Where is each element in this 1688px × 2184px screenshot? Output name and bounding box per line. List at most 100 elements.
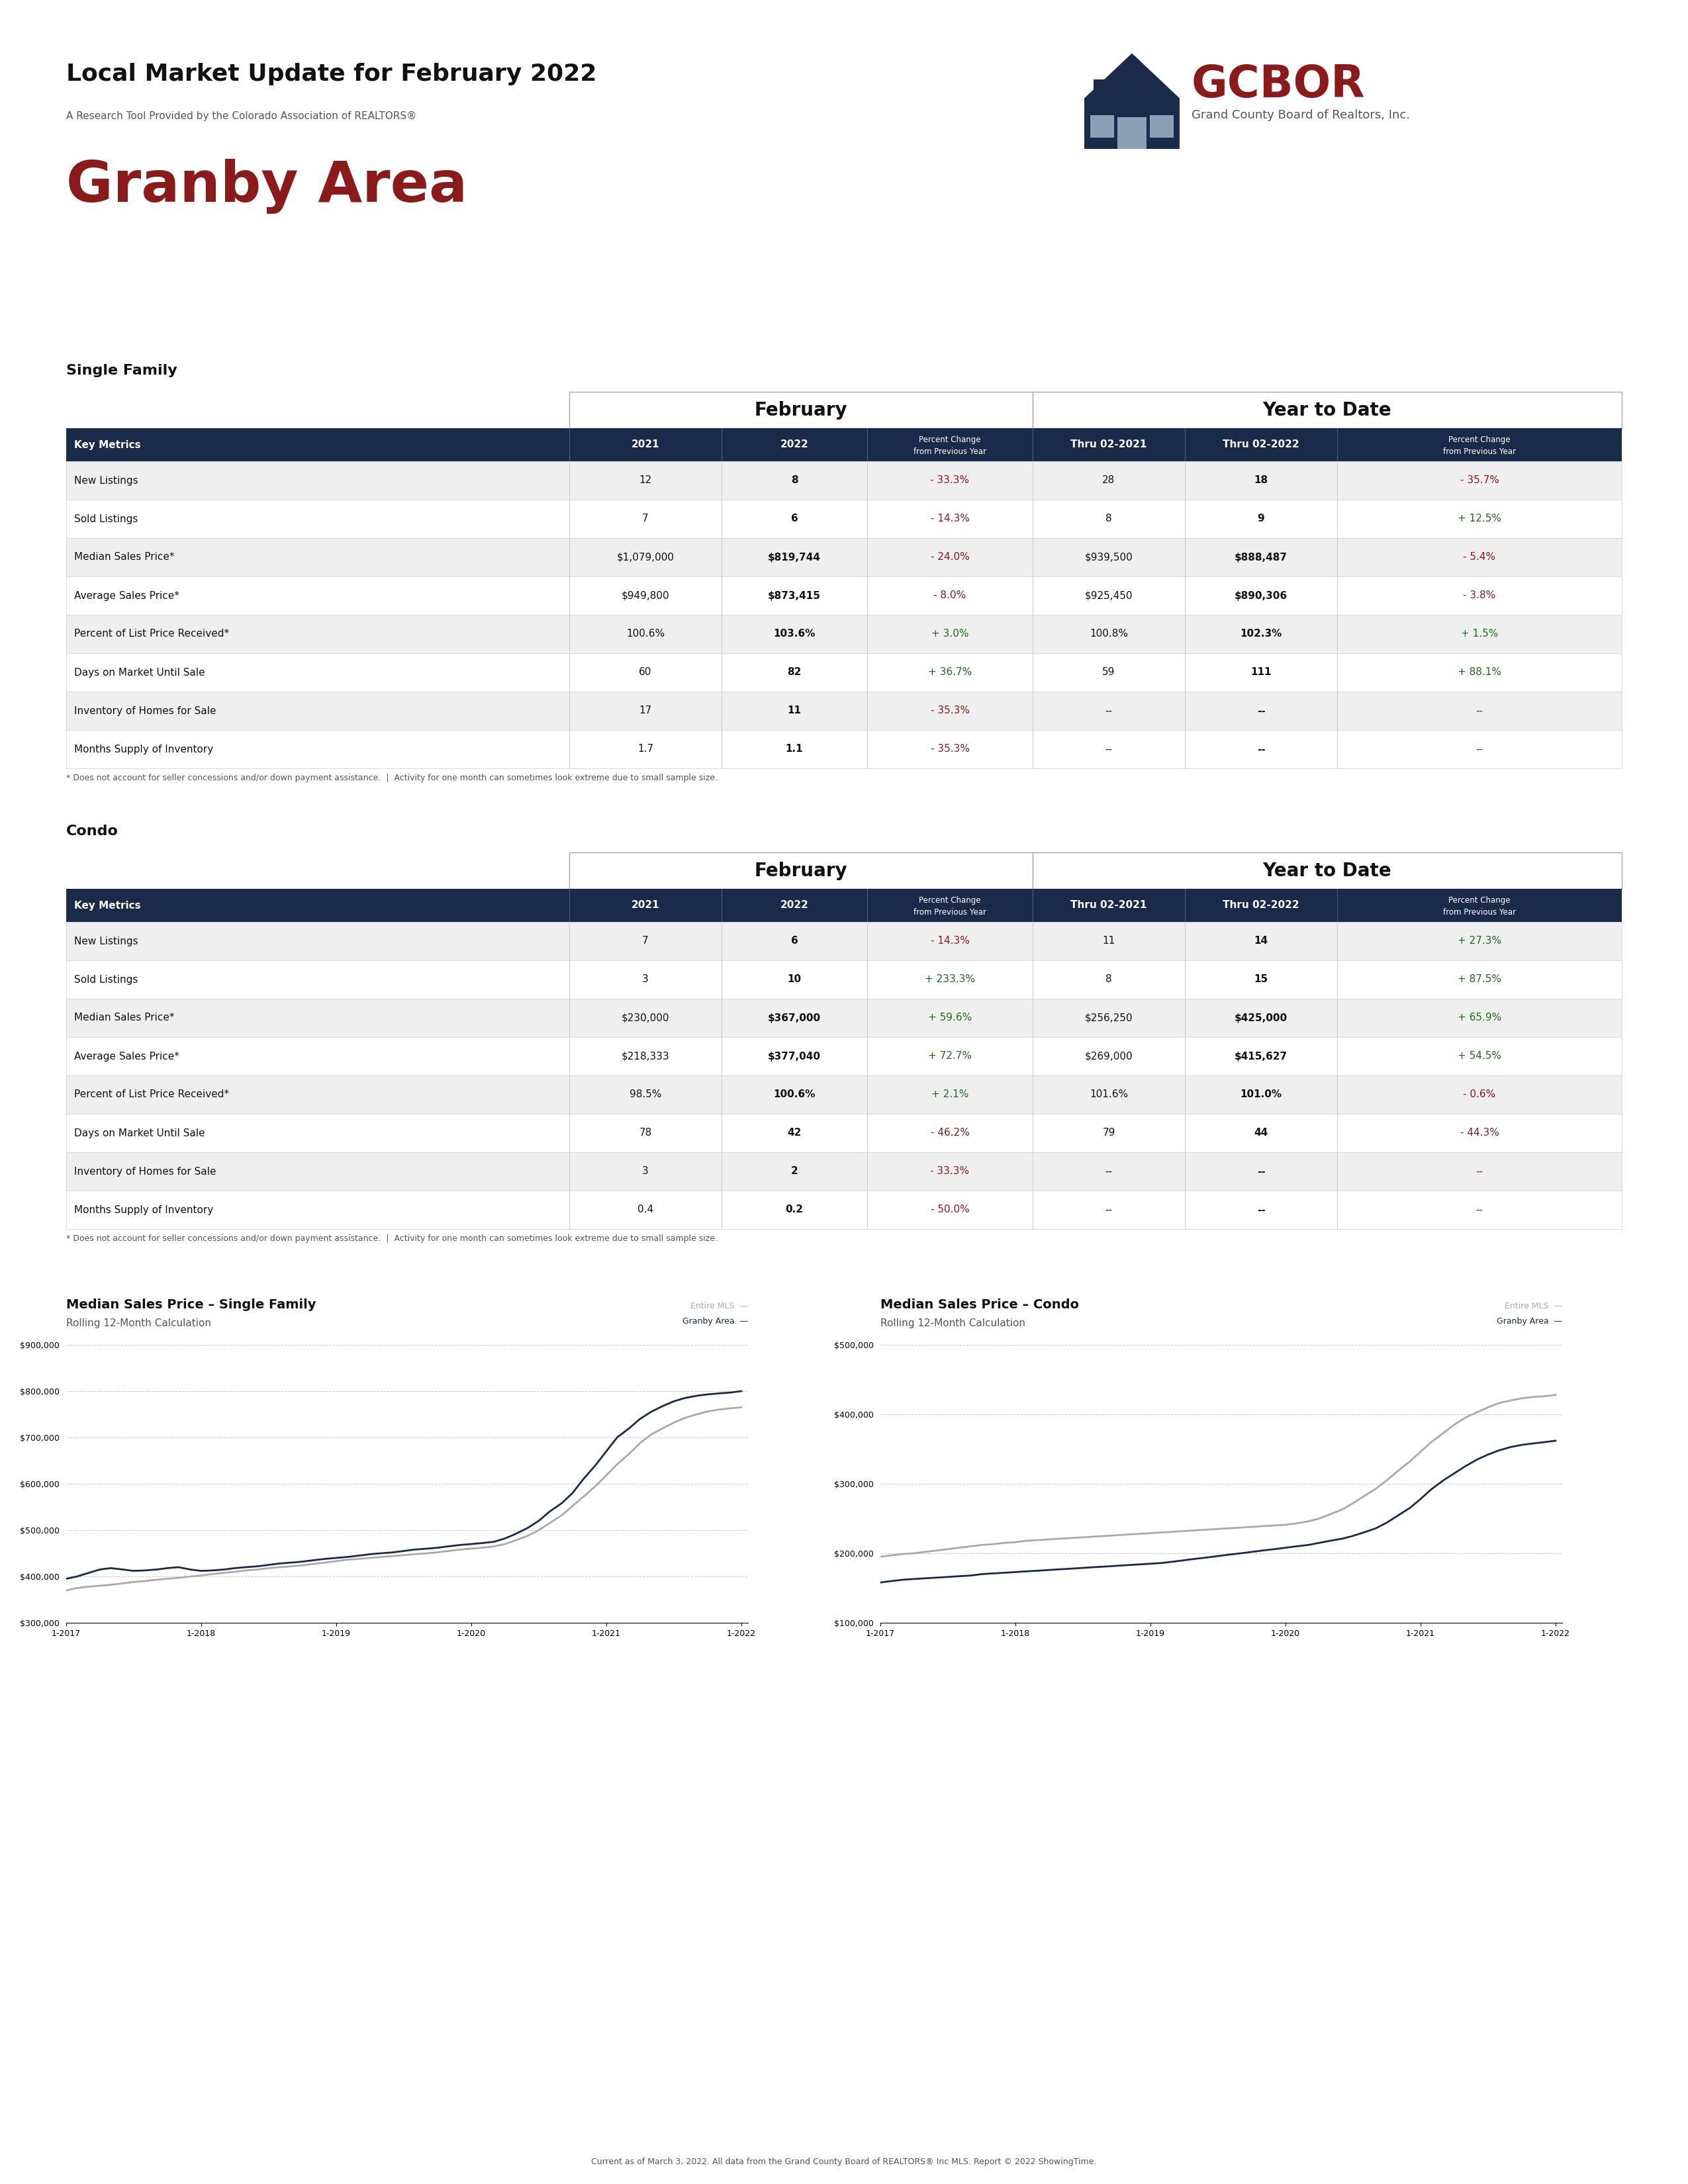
Text: $819,744: $819,744 <box>768 553 820 561</box>
Text: $873,415: $873,415 <box>768 590 820 601</box>
Text: Granby Area  —: Granby Area — <box>682 1317 748 1326</box>
Text: Inventory of Homes for Sale: Inventory of Homes for Sale <box>74 1166 216 1177</box>
Text: + 65.9%: + 65.9% <box>1457 1013 1501 1022</box>
Text: - 35.3%: - 35.3% <box>930 745 969 753</box>
Text: from Previous Year: from Previous Year <box>1443 909 1516 917</box>
Text: - 24.0%: - 24.0% <box>930 553 969 561</box>
Text: 78: 78 <box>640 1129 652 1138</box>
Text: 8: 8 <box>792 476 798 485</box>
Text: 11: 11 <box>787 705 802 716</box>
Text: Sold Listings: Sold Listings <box>74 974 138 985</box>
Text: --: -- <box>1258 1166 1266 1177</box>
Text: + 87.5%: + 87.5% <box>1458 974 1501 985</box>
Polygon shape <box>1117 118 1146 149</box>
Text: New Listings: New Listings <box>74 937 138 946</box>
Text: Inventory of Homes for Sale: Inventory of Homes for Sale <box>74 705 216 716</box>
Text: --: -- <box>1475 1166 1484 1177</box>
Text: --: -- <box>1106 705 1112 716</box>
Text: 0.4: 0.4 <box>638 1206 653 1214</box>
Text: - 33.3%: - 33.3% <box>930 476 969 485</box>
Text: --: -- <box>1475 1206 1484 1214</box>
Text: $925,450: $925,450 <box>1085 590 1133 601</box>
Text: - 14.3%: - 14.3% <box>930 513 969 524</box>
Text: 11: 11 <box>1102 937 1116 946</box>
Text: Single Family: Single Family <box>66 365 177 378</box>
Text: Median Sales Price – Condo: Median Sales Price – Condo <box>881 1299 1079 1310</box>
Text: Days on Market Until Sale: Days on Market Until Sale <box>74 668 204 677</box>
Text: --: -- <box>1106 1166 1112 1177</box>
Text: $230,000: $230,000 <box>621 1013 670 1022</box>
Text: from Previous Year: from Previous Year <box>1443 448 1516 456</box>
Text: 8: 8 <box>1106 974 1112 985</box>
Text: Average Sales Price*: Average Sales Price* <box>74 590 179 601</box>
Text: 6: 6 <box>790 513 798 524</box>
Text: 100.6%: 100.6% <box>773 1090 815 1099</box>
Text: Key Metrics: Key Metrics <box>74 900 140 911</box>
Text: 82: 82 <box>787 668 802 677</box>
Polygon shape <box>1084 52 1180 149</box>
Text: 101.0%: 101.0% <box>1241 1090 1281 1099</box>
Text: --: -- <box>1258 705 1266 716</box>
Text: --: -- <box>1475 705 1484 716</box>
Text: 101.6%: 101.6% <box>1089 1090 1128 1099</box>
Text: 2: 2 <box>790 1166 798 1177</box>
Polygon shape <box>1090 116 1114 138</box>
Text: Percent Change: Percent Change <box>1448 895 1511 904</box>
Text: - 3.8%: - 3.8% <box>1463 590 1496 601</box>
Text: + 1.5%: + 1.5% <box>1460 629 1499 640</box>
Text: --: -- <box>1475 745 1484 753</box>
Text: 2021: 2021 <box>631 439 660 450</box>
Text: Condo: Condo <box>66 826 118 839</box>
Text: $425,000: $425,000 <box>1234 1013 1288 1022</box>
Text: Granby Area  —: Granby Area — <box>1497 1317 1561 1326</box>
Text: $939,500: $939,500 <box>1085 553 1133 561</box>
Text: Local Market Update for February 2022: Local Market Update for February 2022 <box>66 63 596 85</box>
Text: - 5.4%: - 5.4% <box>1463 553 1496 561</box>
Text: February: February <box>755 860 847 880</box>
Text: Percent Change: Percent Change <box>918 895 981 904</box>
Text: 59: 59 <box>1102 668 1116 677</box>
Text: 8: 8 <box>1106 513 1112 524</box>
Text: Grand County Board of Realtors, Inc.: Grand County Board of Realtors, Inc. <box>1192 109 1409 120</box>
Text: Thru 02-2022: Thru 02-2022 <box>1222 439 1300 450</box>
Polygon shape <box>1150 116 1173 138</box>
Text: 79: 79 <box>1102 1129 1116 1138</box>
Text: A Research Tool Provided by the Colorado Association of REALTORS®: A Research Tool Provided by the Colorado… <box>66 111 417 120</box>
Text: $888,487: $888,487 <box>1234 553 1288 561</box>
Text: $256,250: $256,250 <box>1085 1013 1133 1022</box>
Text: - 46.2%: - 46.2% <box>930 1129 969 1138</box>
Text: Median Sales Price*: Median Sales Price* <box>74 553 174 561</box>
Text: 102.3%: 102.3% <box>1241 629 1281 640</box>
Text: --: -- <box>1258 1206 1266 1214</box>
Text: + 88.1%: + 88.1% <box>1458 668 1501 677</box>
Text: 15: 15 <box>1254 974 1268 985</box>
Text: Months Supply of Inventory: Months Supply of Inventory <box>74 745 213 753</box>
Text: $377,040: $377,040 <box>768 1051 820 1061</box>
Text: New Listings: New Listings <box>74 476 138 485</box>
Text: + 36.7%: + 36.7% <box>928 668 972 677</box>
Text: 60: 60 <box>640 668 652 677</box>
Text: + 54.5%: + 54.5% <box>1458 1051 1501 1061</box>
Text: Year to Date: Year to Date <box>1263 400 1391 419</box>
Text: $890,306: $890,306 <box>1234 590 1288 601</box>
Text: $1,079,000: $1,079,000 <box>616 553 674 561</box>
Text: + 233.3%: + 233.3% <box>925 974 976 985</box>
Text: $367,000: $367,000 <box>768 1013 820 1022</box>
Text: + 59.6%: + 59.6% <box>928 1013 972 1022</box>
Text: Percent Change: Percent Change <box>1448 435 1511 443</box>
Text: Year to Date: Year to Date <box>1263 860 1391 880</box>
Text: 18: 18 <box>1254 476 1268 485</box>
Text: Sold Listings: Sold Listings <box>74 513 138 524</box>
Text: 103.6%: 103.6% <box>773 629 815 640</box>
Text: 2022: 2022 <box>780 900 809 911</box>
Text: from Previous Year: from Previous Year <box>913 909 986 917</box>
Text: Percent of List Price Received*: Percent of List Price Received* <box>74 629 230 640</box>
Text: 100.8%: 100.8% <box>1089 629 1128 640</box>
Text: --: -- <box>1106 745 1112 753</box>
Text: Entire MLS  —: Entire MLS — <box>690 1302 748 1310</box>
Text: 17: 17 <box>640 705 652 716</box>
Text: * Does not account for seller concessions and/or down payment assistance.  |  Ac: * Does not account for seller concession… <box>66 1234 717 1243</box>
Text: Median Sales Price – Single Family: Median Sales Price – Single Family <box>66 1299 316 1310</box>
Text: 44: 44 <box>1254 1129 1268 1138</box>
Text: Granby Area: Granby Area <box>66 159 468 214</box>
